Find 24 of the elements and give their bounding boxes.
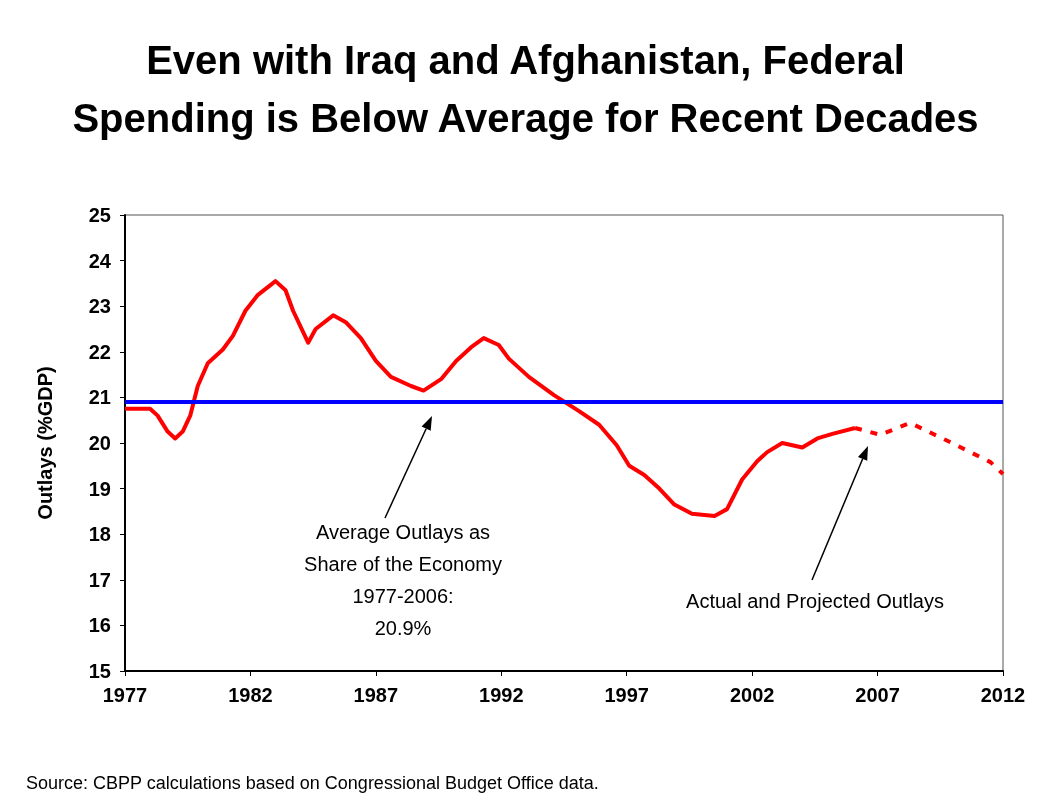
chart-title: Even with Iraq and Afghanistan, Federal Spending is Below Average for Recent Decades <box>72 38 979 140</box>
y-tick-label: 24 <box>88 249 112 272</box>
y-tick-label: 19 <box>88 477 111 500</box>
y-tick-label: 23 <box>88 295 111 318</box>
y-tick-label: 25 <box>88 204 111 226</box>
source-note: Source: CBPP calculations based on Congressional Budget Office data. <box>26 773 599 793</box>
x-tick-label: 1987 <box>353 684 399 706</box>
y-tick-label: 18 <box>88 523 111 546</box>
x-tick-label: 2007 <box>855 684 900 706</box>
y-tick-label: 22 <box>88 340 111 363</box>
y-tick-label: 17 <box>88 568 111 591</box>
x-tick-label: 1992 <box>479 684 524 706</box>
y-tick-label: 20 <box>88 432 111 454</box>
x-tick-label: 2002 <box>729 684 775 706</box>
x-tick-label: 1997 <box>604 684 649 706</box>
y-tick-label: 16 <box>88 614 111 637</box>
y-tick-label: 21 <box>88 386 111 409</box>
x-tick-label: 1977 <box>102 684 148 706</box>
x-tick-label: 2012 <box>980 684 1026 706</box>
annotation: Actual and Projected Outlays <box>686 590 944 612</box>
y-axis-title: Outlays (%GDP) <box>34 366 56 520</box>
y-tick-label: 15 <box>88 660 111 682</box>
x-tick-label: 1982 <box>228 684 273 706</box>
annotation: Average Outlays as Share of the Economy 1977-2006: 20.9% <box>304 521 502 639</box>
